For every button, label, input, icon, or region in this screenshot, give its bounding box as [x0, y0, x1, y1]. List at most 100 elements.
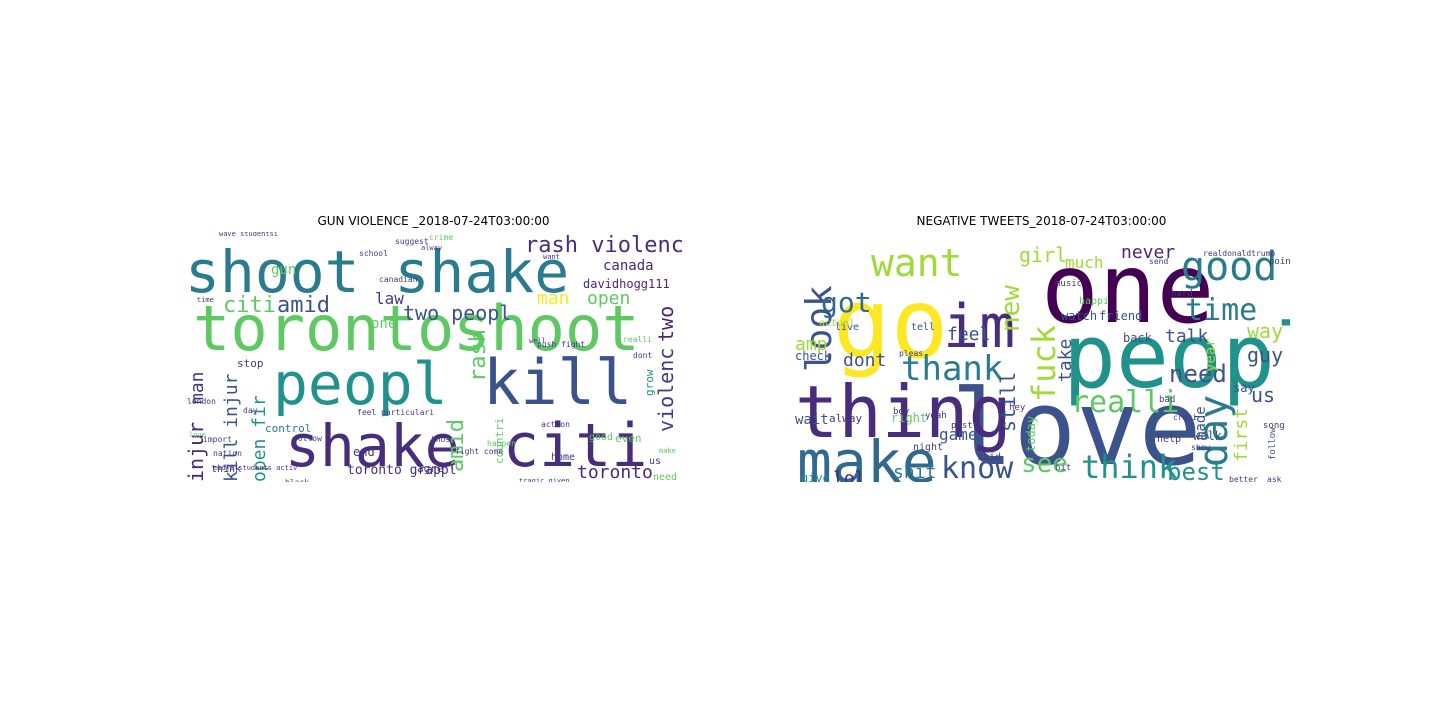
- wordcloud-word: injur: [185, 422, 208, 482]
- wordcloud-word: yeah: [925, 411, 947, 421]
- wordcloud-word: follow: [1268, 427, 1278, 460]
- wordcloud-word: toronto grappl: [347, 463, 457, 478]
- wordcloud-word: emoji students activ: [213, 464, 297, 472]
- wordcloud-word: want: [543, 253, 560, 261]
- wordcloud-word: us: [649, 456, 661, 467]
- wordcloud-word: first: [1231, 408, 1252, 462]
- wordcloud-word: need: [653, 472, 677, 482]
- wordcloud-word: kill injur: [221, 373, 242, 482]
- wordcloud-word: amid: [444, 419, 469, 472]
- wordcloud-word: see: [1021, 449, 1068, 479]
- wordcloud-word: us: [1251, 383, 1275, 407]
- wordcloud-word: back: [1123, 331, 1153, 345]
- wordcloud-word: happi: [1079, 296, 1109, 307]
- wordcloud-word: think: [211, 464, 241, 475]
- wordcloud-word: walk: [1193, 429, 1223, 443]
- wordcloud-word: know: [941, 451, 1014, 482]
- wordcloud-word: never: [1121, 242, 1175, 263]
- wordcloud-word: import: [203, 435, 232, 444]
- wordcloud-word: dont: [843, 350, 886, 371]
- wordcloud-word: law: [375, 289, 404, 308]
- wordcloud-word: point: [1269, 257, 1290, 267]
- wordcloud-word: davidhogg111: [583, 277, 670, 291]
- wordcloud-word: fuck: [1025, 325, 1063, 402]
- wordcloud-word: shake: [285, 412, 460, 480]
- wordcloud-word: live: [835, 322, 859, 333]
- wordcloud-word: talk: [1165, 326, 1209, 347]
- wordcloud-word: even: [615, 432, 642, 445]
- wordcloud-word: shoot: [453, 292, 640, 365]
- wordcloud-word: crazi: [1173, 413, 1197, 422]
- wordcloud-word: send: [1149, 257, 1168, 266]
- wordcloud-word: make: [659, 447, 676, 455]
- wordcloud-word: time: [197, 296, 214, 304]
- wordcloud-word: kill: [483, 346, 632, 419]
- wordcloud-word: fight come: [455, 447, 503, 456]
- wordcloud-word: wave studentsi: [219, 232, 278, 238]
- wordcloud-title-gun-violence: GUN VIOLENCE _2018-07-24T03:00:00: [317, 214, 550, 228]
- wordcloud-word: rash violenc: [525, 233, 682, 258]
- wordcloud-word: made: [1193, 406, 1209, 440]
- wordcloud-word: rash: [466, 329, 491, 382]
- wordcloud-word: today: [1024, 416, 1038, 452]
- wordcloud-word: game: [939, 425, 978, 444]
- wordcloud-word: grow: [643, 369, 656, 396]
- wordcloud-word: toronto: [577, 462, 653, 482]
- wordcloud-word: agre: [417, 462, 444, 475]
- wordcloud-word: canadian: [379, 275, 418, 284]
- wordcloud-word: make: [797, 428, 937, 482]
- wordcloud-word: tragic given: [519, 477, 570, 482]
- wordcloud-word: amp: [795, 334, 828, 355]
- wordcloud-word: good: [1181, 244, 1277, 290]
- wordcloud-word: way: [1247, 319, 1283, 343]
- wordcloud-word: shoot shake: [185, 238, 569, 306]
- wordcloud-word: push fight: [537, 340, 585, 349]
- wordcloud-word: bad: [1159, 395, 1175, 405]
- wordcloud-word: tell: [911, 322, 935, 333]
- wordcloud-word: love: [189, 431, 206, 439]
- wordcloud-word: peopl: [1063, 305, 1290, 408]
- wordcloud-word: man: [537, 288, 570, 309]
- wordcloud-word: day: [243, 406, 258, 415]
- wordcloud-word: take: [1055, 339, 1076, 382]
- wordcloud-word: realli: [623, 335, 652, 344]
- wordcloud-word: control: [265, 422, 311, 435]
- wordcloud-word: crime: [429, 233, 453, 242]
- wordcloud-word: say: [1233, 381, 1255, 395]
- wordcloud-word: check: [795, 349, 832, 363]
- wordcloud-word: alway: [829, 412, 862, 425]
- wordcloud-word: ask: [1267, 475, 1282, 482]
- wordcloud-word: shit: [893, 462, 936, 482]
- wordcloud-word: knos: [431, 435, 450, 444]
- wordcloud-word: girl: [1019, 243, 1067, 267]
- wordcloud-word: thank: [901, 349, 1003, 389]
- wordcloud-word: go: [833, 268, 949, 380]
- wordcloud-word: dont: [633, 351, 652, 360]
- wordcloud-word: citi: [503, 411, 648, 481]
- wordcloud-word: much: [1065, 253, 1104, 272]
- wordcloud-word: open fir: [249, 395, 270, 482]
- wordcloud-word: open: [587, 288, 630, 309]
- wordcloud-word: man: [187, 371, 208, 404]
- wordcloud-word: feel particulari: [357, 408, 434, 417]
- wordcloud-word: canada: [603, 258, 654, 274]
- wordcloud-word: lol: [833, 468, 866, 482]
- wordcloud-word: action: [541, 420, 570, 429]
- wordcloud-word: think: [1081, 448, 1177, 482]
- wordcloud-word: suggest: [395, 237, 429, 246]
- wordcloud-word: london: [187, 397, 216, 406]
- wordcloud-word: want: [871, 241, 963, 285]
- wordcloud-word: countri: [493, 418, 506, 464]
- wordcloud-word: day: [1191, 395, 1237, 467]
- wordcloud-word: wait: [795, 412, 829, 428]
- wordcloud-word: best: [1167, 458, 1225, 482]
- wordcloud-word: show: [1191, 443, 1210, 452]
- wordcloud-word: night: [913, 442, 943, 453]
- wordcloud-word: one: [371, 316, 396, 332]
- wordcloud-word: home: [551, 452, 575, 463]
- wordcloud-word: feel: [947, 324, 990, 345]
- wordcloud-word: said: [977, 452, 1001, 463]
- wordcloud-word: need: [1169, 360, 1227, 388]
